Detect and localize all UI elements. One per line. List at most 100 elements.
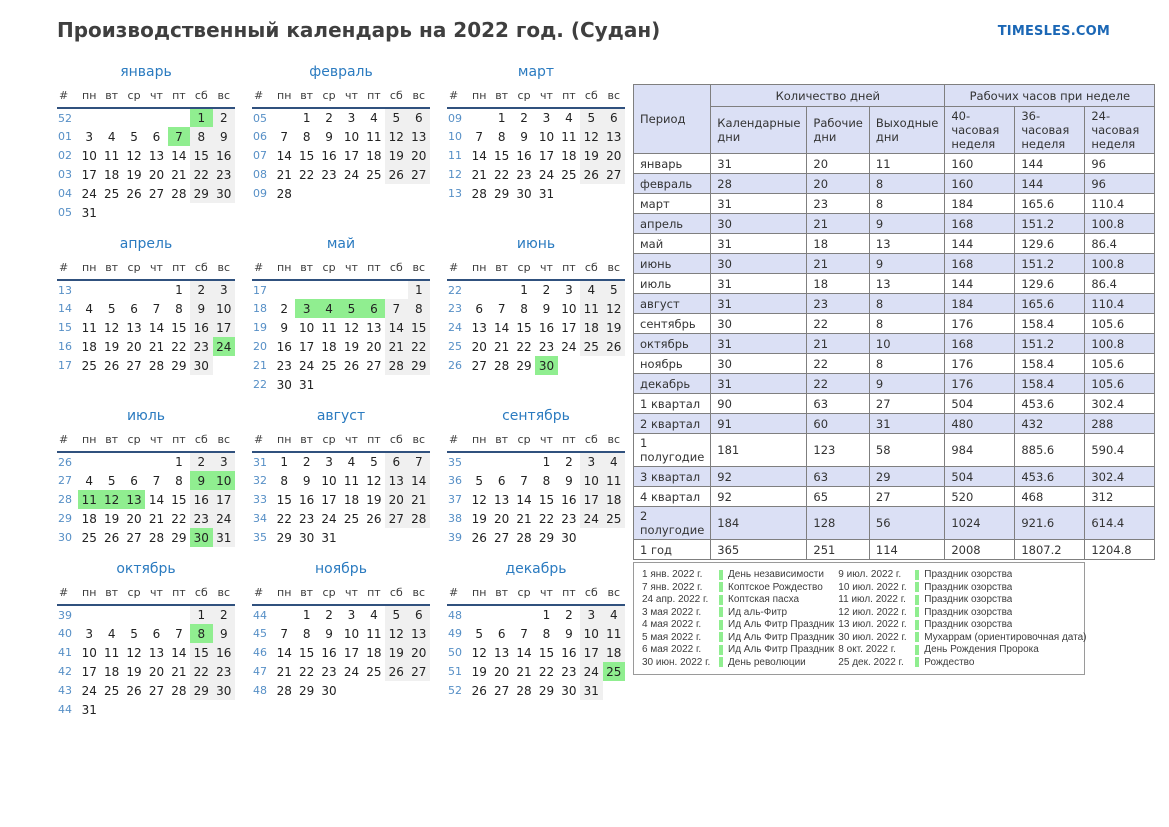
calendar-table: # пн вт ср чт пт сб вс 44 1 2 3 4 5 6 45 7 8 9 10 11 12 13 46 14… [252, 583, 430, 700]
holiday-day-cell: 30 [190, 528, 213, 547]
day-cell: 16 [276, 339, 292, 354]
holiday-name: День Рождения Пророка [924, 644, 1039, 656]
day-header-cell: ср [122, 583, 146, 606]
day-cell [468, 280, 490, 299]
day-cell: 13 [493, 492, 510, 507]
stats-value-cell: 105.6 [1084, 373, 1156, 394]
day-cell: 19 [126, 664, 142, 679]
week-row: 26 1 2 3 [57, 452, 235, 471]
stats-value-cell: 158.4 [1014, 313, 1086, 334]
stats-value-cell: 31 [710, 233, 808, 254]
day-cell: 25 [561, 167, 577, 182]
week-number-cell: 25 [448, 340, 462, 353]
stats-value-cell: 184 [944, 293, 1016, 314]
day-cell: 21 [471, 167, 487, 182]
day-header-cell: вт [295, 258, 318, 281]
week-row: 44 1 2 3 4 5 6 [252, 605, 430, 624]
day-cell [603, 528, 625, 547]
day-cell: 8 [542, 473, 551, 488]
calendar-header-row: # пн вт ср чт пт сб вс [57, 583, 235, 606]
stats-period-cell: январь [632, 153, 712, 174]
day-cell: 28 [276, 683, 292, 698]
day-cell: 28 [148, 358, 165, 373]
holiday-name: Праздник озорства [924, 581, 1013, 593]
day-cell: 7 [280, 626, 289, 641]
stats-value-cell: 288 [1084, 413, 1156, 434]
holiday-date: 4 мая 2022 г. [642, 619, 702, 631]
day-header-cell: пн [468, 86, 491, 109]
day-cell: 17 [81, 664, 97, 679]
stats-value-cell: 144 [944, 273, 1016, 294]
day-header-cell: пт [167, 258, 191, 281]
week-number-cell: 22 [448, 283, 462, 297]
stats-value-cell: 30 [710, 253, 808, 274]
day-cell: 13 [366, 320, 382, 335]
day-cell: 14 [276, 148, 292, 163]
stats-row: октябрь 31 21 10 168 151.2 100.8 [632, 333, 1156, 354]
day-cell: 16 [212, 643, 235, 662]
stats-value-cell: 20 [806, 153, 870, 174]
holiday-date: 11 июл. 2022 г. [838, 594, 906, 606]
day-cell: 22 [516, 339, 532, 354]
day-cell: 2 [212, 108, 235, 127]
stats-value-cell: 22 [806, 353, 870, 374]
stats-value-cell: 453.6 [1014, 466, 1086, 487]
day-cell: 31 [538, 186, 555, 201]
week-col-header: # [252, 258, 273, 281]
calendar-table: # пн вт ср чт пт сб вс 48 1 2 3 4 49 5 6 7 8 9 10 11 50 12 13 14… [447, 583, 625, 700]
day-cell [385, 375, 407, 394]
stats-period-cell: апрель [632, 213, 712, 234]
day-cell: 16 [321, 148, 337, 163]
day-cell: 14 [516, 492, 532, 507]
stats-value-cell: 18 [806, 273, 870, 294]
stats-value-cell: 13 [868, 233, 946, 254]
site-link[interactable]: TIMESLES.COM [997, 24, 1110, 39]
day-cell [273, 605, 295, 624]
day-cell: 29 [538, 683, 555, 698]
day-cell: 2 [302, 455, 311, 469]
holiday-marker-icon [719, 644, 723, 655]
week-number-cell: 16 [58, 340, 72, 353]
day-header-cell: ср [122, 258, 146, 281]
stats-value-cell: 30 [710, 213, 808, 234]
week-row: 13 1 2 3 [57, 280, 235, 299]
day-cell: 3 [580, 452, 603, 471]
week-row: 20 16 17 18 19 20 21 22 [252, 337, 430, 356]
day-cell: 26 [471, 683, 487, 698]
holiday-name: Ид Аль Фитр Праздник [728, 644, 835, 656]
stats-row: июль 31 18 13 144 129.6 86.4 [632, 273, 1156, 294]
stats-value-cell: 921.6 [1014, 506, 1086, 540]
day-cell [78, 605, 100, 624]
day-header-cell: вс [407, 583, 430, 606]
calendar-header-row: # пн вт ср чт пт сб вс [447, 86, 625, 109]
day-cell: 5 [370, 455, 378, 469]
holiday-marker-icon [915, 632, 920, 643]
day-cell: 29 [190, 681, 213, 700]
stats-period-cell: 2 квартал [632, 413, 712, 434]
day-cell: 24 [580, 662, 603, 681]
week-number-cell: 21 [253, 359, 267, 372]
day-cell: 2 [542, 283, 551, 297]
holiday-marker-icon [719, 632, 723, 643]
day-cell: 6 [602, 108, 625, 127]
stats-value-cell: 504 [944, 393, 1016, 414]
day-header-cell: пн [78, 583, 101, 606]
stats-value-cell: 21 [806, 253, 870, 274]
day-cell: 30 [298, 530, 315, 545]
holiday-date: 6 мая 2022 г. [642, 644, 702, 656]
week-row: 21 23 24 25 26 27 28 29 [252, 356, 430, 375]
day-cell: 11 [343, 473, 360, 488]
week-number-cell: 39 [448, 531, 462, 544]
day-cell: 27 [126, 358, 142, 373]
week-row: 41 10 11 12 13 14 15 16 [57, 643, 235, 662]
stats-period-cell: февраль [632, 173, 712, 194]
day-cell: 6 [130, 473, 138, 488]
stats-period-cell: 4 квартал [632, 486, 712, 507]
day-cell: 26 [126, 186, 142, 201]
day-cell: 2 [565, 608, 573, 622]
day-cell: 20 [602, 146, 625, 165]
stats-value-cell: 110.4 [1084, 293, 1156, 314]
stats-value-cell: 123 [806, 433, 870, 467]
week-col-header: # [447, 86, 468, 109]
day-cell [385, 681, 407, 700]
